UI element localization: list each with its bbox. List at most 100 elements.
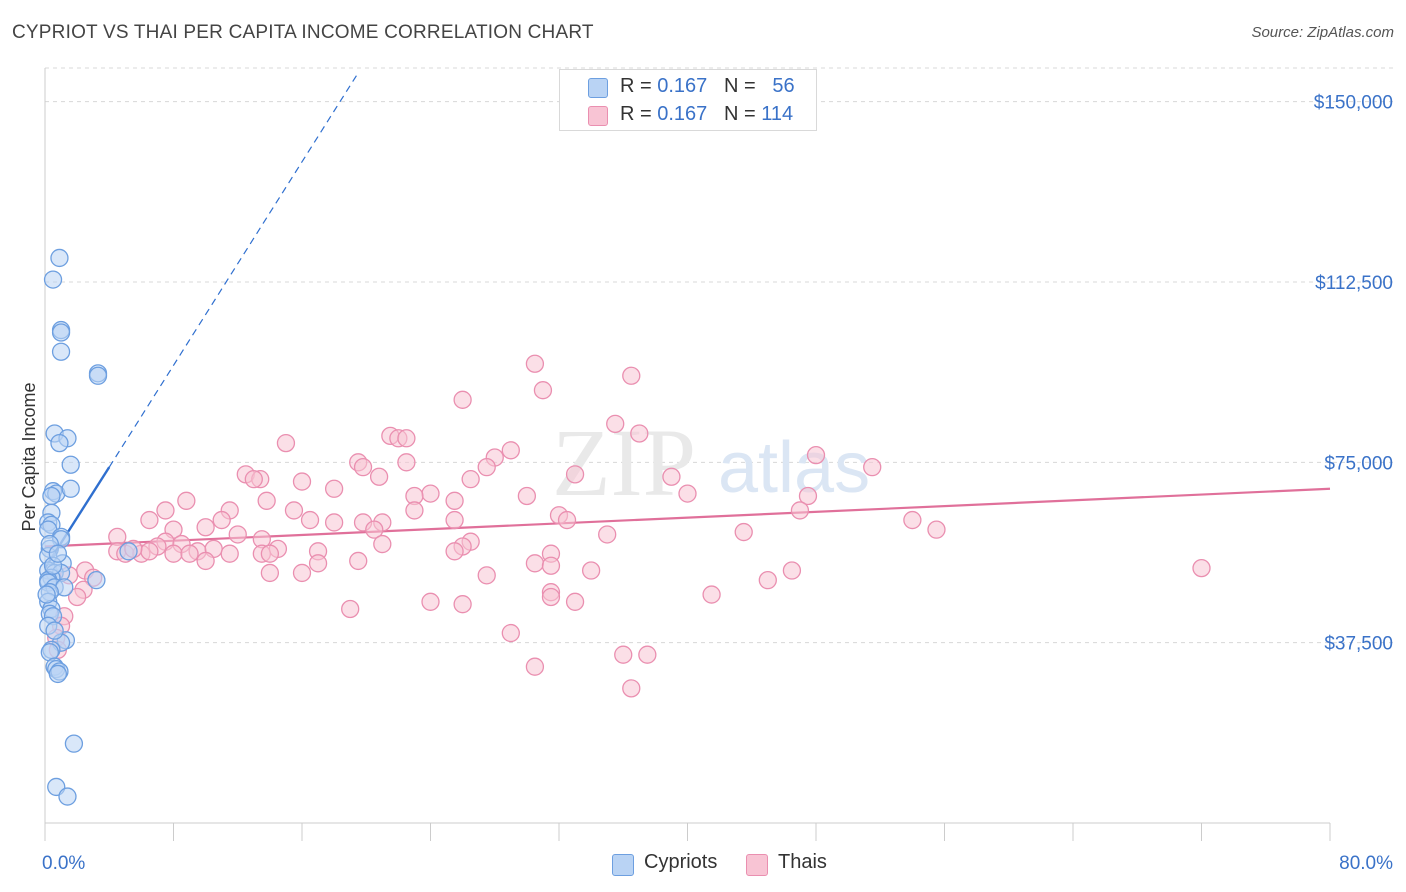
thais-point [140, 542, 159, 561]
thais-point [260, 544, 280, 563]
legend-n-value: 114 [761, 103, 794, 125]
cypriots-point [87, 570, 106, 590]
thais-point [581, 561, 601, 580]
thais-point [702, 585, 721, 604]
thais-point [260, 563, 280, 583]
thais-point [300, 510, 320, 530]
watermark-atlas: atlas [718, 428, 870, 508]
x-tick-label-min: 0.0% [42, 853, 85, 874]
thais-point [927, 520, 946, 539]
thais-point [349, 551, 368, 571]
legend-swatch-cypriots [588, 78, 608, 98]
y-tick-label: $112,500 [1315, 273, 1393, 294]
legend-n-value: 56 [772, 75, 795, 97]
legend-n: N = 56 [724, 75, 795, 97]
y-axis-label: Per Capita Income [19, 382, 39, 531]
thais-point [397, 453, 416, 472]
thais-point [734, 522, 753, 542]
bottom-legend-swatch-cypriots [612, 854, 634, 876]
thais-point [782, 561, 802, 580]
thais-point [461, 470, 480, 489]
thais-point [177, 491, 196, 510]
thais-point [798, 486, 818, 506]
thais-point [405, 501, 424, 520]
thais-point [662, 467, 681, 486]
thais-point [212, 510, 231, 530]
thais-point [557, 510, 577, 530]
y-tick-label: $37,500 [1324, 634, 1393, 655]
thais-point [324, 513, 344, 532]
legend-swatch-thais [588, 106, 608, 126]
thais-point [164, 544, 183, 563]
thais-point [353, 457, 373, 477]
thais-point [292, 472, 312, 491]
thais-point [525, 554, 545, 573]
thais-point [369, 467, 389, 486]
thais-point [156, 501, 175, 520]
x-tick-label-max: 80.0% [1339, 853, 1393, 874]
cypriots-point [64, 734, 84, 753]
thais-point [790, 501, 810, 520]
chart-title: CYPRIOT VS THAI PER CAPITA INCOME CORREL… [12, 22, 594, 43]
cypriots-point [88, 366, 108, 385]
legend-r-value: 0.167 [657, 103, 708, 125]
thais-point [341, 599, 360, 619]
thais-point [284, 501, 304, 520]
cypriots-point [58, 787, 77, 806]
thais-point [67, 587, 87, 607]
cypriots-point [37, 585, 56, 604]
thais-point [678, 484, 697, 503]
thais-point [220, 544, 239, 563]
thais-point [541, 587, 561, 607]
thais-point [453, 390, 472, 409]
thais-point [180, 544, 199, 563]
thais-point [365, 520, 384, 539]
cypriots-point [48, 664, 67, 684]
thais-point [541, 556, 561, 575]
y-tick-label: $150,000 [1314, 93, 1393, 114]
axis-layer [44, 68, 1331, 841]
thais-point [196, 518, 215, 537]
thais-point [276, 433, 296, 453]
cypriots-point [45, 621, 64, 640]
thais-point [501, 441, 520, 460]
legend-row-thais: R = 0.167 N = 114 [560, 101, 816, 129]
thais-point [806, 445, 826, 465]
thais-point [606, 414, 625, 434]
thais-point [525, 657, 545, 676]
thais-point [445, 510, 464, 530]
thais-point [630, 424, 649, 443]
thais-point [140, 510, 159, 530]
legend: R = 0.167 N = 56 R = 0.167 N = 114 [559, 69, 817, 131]
thais-point [477, 457, 496, 477]
thais-point [228, 525, 247, 544]
thais-point [517, 486, 537, 506]
thais-point [308, 554, 328, 573]
thais-point [501, 623, 520, 643]
thais-point [903, 510, 922, 530]
thais-point [863, 457, 882, 477]
cypriots-point [61, 455, 80, 474]
thais-point [445, 491, 464, 510]
thais-point [445, 542, 464, 561]
cypriots-point [42, 486, 61, 506]
legend-r: R = 0.167 [620, 103, 708, 125]
thais-point [373, 534, 392, 554]
thais-point [453, 595, 472, 614]
legend-row-cypriots: R = 0.167 N = 56 [560, 73, 816, 101]
watermark: ZIP atlas [552, 409, 870, 516]
cypriots-trend-extension [108, 72, 359, 468]
bottom-legend-label: Thais [778, 851, 827, 873]
thais-point [257, 491, 276, 510]
cypriots-point [61, 479, 80, 498]
thais-point [614, 645, 633, 664]
legend-r: R = 0.167 [620, 75, 708, 97]
cypriots-point [51, 323, 71, 342]
thais-point [397, 429, 416, 448]
thais-point [598, 525, 617, 544]
legend-r-value: 0.167 [657, 75, 708, 97]
thais-point [421, 484, 440, 503]
thais-point [477, 566, 496, 585]
labels-layer: $37,500 $75,000 $112,500 $150,000 0.0% 80.0% P… [19, 93, 1393, 874]
